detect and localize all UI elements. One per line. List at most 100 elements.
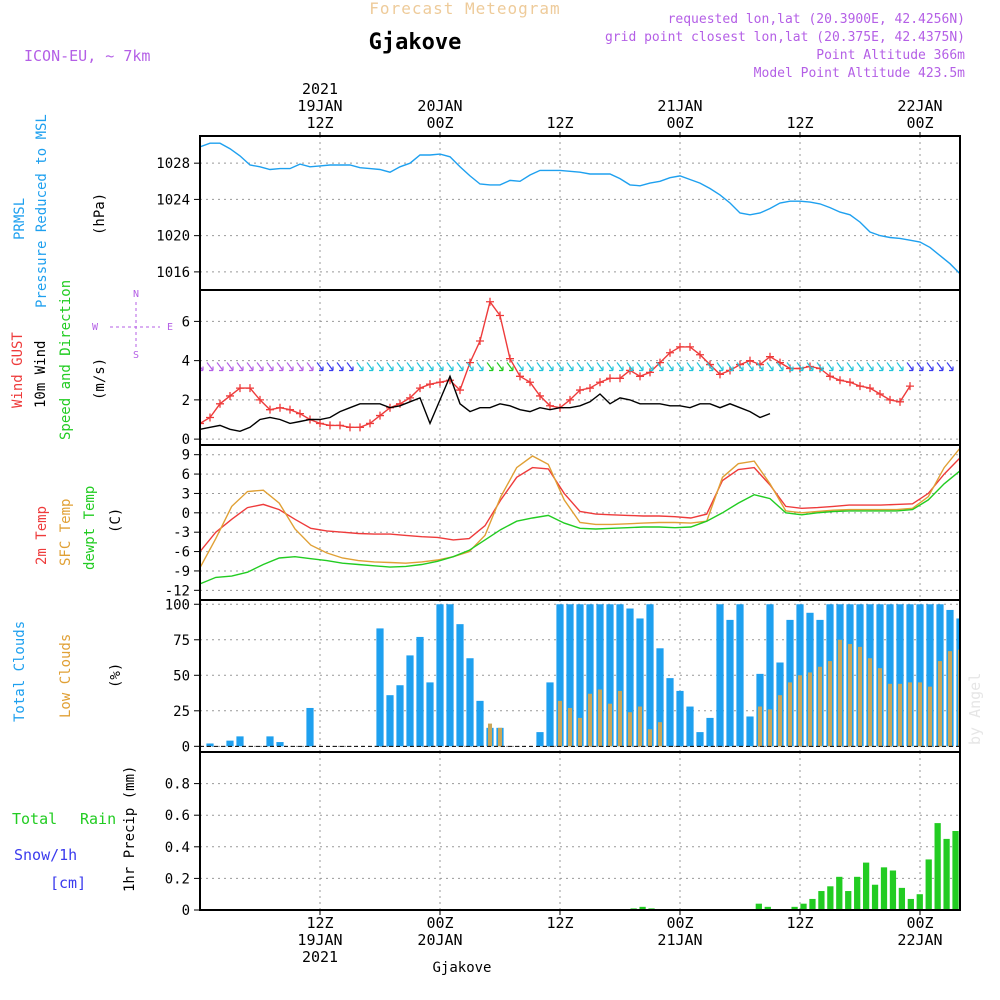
y-tick-label: 100 [165, 597, 190, 613]
rain-bar [755, 903, 762, 910]
wind-barb [576, 362, 584, 372]
wind-barb [266, 362, 274, 372]
gust-marker [356, 423, 364, 432]
wind-barb [646, 362, 654, 372]
low-cloud-bar [907, 682, 913, 747]
wind-barb [776, 362, 784, 372]
snow-label: Snow/1h [14, 846, 77, 864]
y-tick-label: 0.2 [165, 871, 190, 887]
total-cloud-bar [636, 618, 644, 747]
total-cloud-bar [236, 736, 244, 747]
watermark: by Angel [966, 673, 984, 745]
temperature-series-td [200, 470, 960, 585]
pressure-series-line [200, 142, 960, 275]
low-cloud-bar [487, 723, 493, 747]
temp-unit: (C) [108, 508, 124, 533]
gust-marker [676, 342, 684, 351]
precip-unit: 1hr Precip (mm) [122, 766, 138, 892]
rain-bar [827, 886, 834, 910]
low-cloud-bar [877, 668, 883, 747]
y-tick-label: 0.4 [165, 840, 190, 856]
pressure-legend: PRMSL Pressure Reduced to MSL (hPa) [12, 114, 108, 308]
rain-bar [880, 867, 888, 910]
y-tick-label: -6 [173, 545, 190, 561]
gust-marker [636, 372, 644, 381]
low-cloud-bar [627, 712, 633, 747]
wind-barb [926, 362, 934, 372]
time-label-bottom: 12Z [546, 914, 573, 932]
total-cloud-bar [676, 690, 684, 747]
gust-marker [276, 403, 284, 412]
low-cloud-bar [577, 717, 583, 747]
gust-marker [616, 374, 624, 383]
rain-bar [854, 876, 861, 910]
gust-marker [286, 405, 294, 414]
gust-marker [536, 391, 544, 400]
model-altitude: Model Point Altitude 423.5m [754, 66, 965, 81]
gust-marker [576, 386, 584, 395]
gust-marker [406, 393, 414, 402]
total-cloud-bar [916, 604, 924, 747]
gust-marker [496, 311, 504, 320]
y-tick-label: 6 [182, 467, 190, 483]
y-tick-label: 0.8 [165, 777, 190, 793]
wind-barb [456, 362, 464, 372]
compass-south: S [133, 350, 139, 361]
total-cloud-bar [716, 604, 724, 747]
wind-barb [836, 362, 844, 372]
wind-barb [756, 362, 764, 372]
total-cloud-bar [746, 716, 754, 747]
wind-series-wind [200, 374, 771, 433]
wind-barb [596, 362, 604, 372]
wind-barb [846, 362, 854, 372]
low-cloud-bar [597, 689, 603, 747]
wind-barb [366, 362, 374, 372]
wind-barb [866, 362, 874, 372]
total-cloud-bar [586, 604, 594, 747]
low-cloud-bar [587, 693, 593, 747]
compass-north: N [133, 289, 139, 300]
gridpoint-lonlat: grid point closest lon,lat (20.375E, 42.… [605, 30, 965, 45]
rain-bar [907, 898, 914, 910]
rain-bar [943, 838, 950, 910]
low-cloud-bar [607, 703, 613, 747]
wind-barb [656, 362, 664, 372]
wind-barb [296, 362, 304, 372]
total-cloud-bar [696, 732, 704, 747]
gust-marker [256, 395, 264, 404]
rain-bar [800, 903, 807, 910]
panel-clouds: 0 25 50 75 100 [165, 597, 961, 755]
wind-legend: Wind GUST 10m Wind Speed and Direction (… [10, 280, 173, 440]
time-label-bottom: 12Z [786, 914, 813, 932]
wind-barb [376, 362, 384, 372]
panels: 10161020102410280246-12-9-6-303690255075… [156, 135, 961, 919]
wind-barb [216, 362, 224, 372]
snow-unit-label: [cm] [50, 874, 86, 892]
wind-barb [706, 362, 714, 372]
panel-wind: 0 2 4 6 [182, 289, 961, 448]
top-title: Forecast Meteogram [369, 0, 560, 18]
low-cloud-bar [787, 682, 793, 747]
wind-barb [256, 362, 264, 372]
total-cloud-bar [226, 740, 234, 747]
low-cloud-bar [837, 639, 843, 747]
wind-10m-label: 10m Wind [33, 341, 49, 408]
rain-bar [764, 906, 771, 910]
total-cloud-bar [736, 604, 744, 747]
time-label-bottom: 12Z [306, 914, 333, 932]
gust-marker [506, 354, 514, 363]
gust-marker [316, 419, 324, 428]
total-cloud-bar [896, 604, 904, 747]
gust-marker [326, 421, 334, 430]
gust-marker [836, 376, 844, 385]
gust-marker [596, 378, 604, 387]
time-label-bottom: 22JAN [897, 931, 942, 949]
y-tick-label: -9 [173, 564, 190, 580]
panel-temperature: -12 -9 -6 -3 0 3 6 9 [165, 444, 961, 601]
tsfc-label: SFC Temp [58, 499, 74, 566]
gust-marker [416, 384, 424, 393]
wind-barb [906, 362, 914, 372]
wind-barb [916, 362, 924, 372]
total-cloud-bar [576, 604, 584, 747]
wind-barb [696, 362, 704, 372]
